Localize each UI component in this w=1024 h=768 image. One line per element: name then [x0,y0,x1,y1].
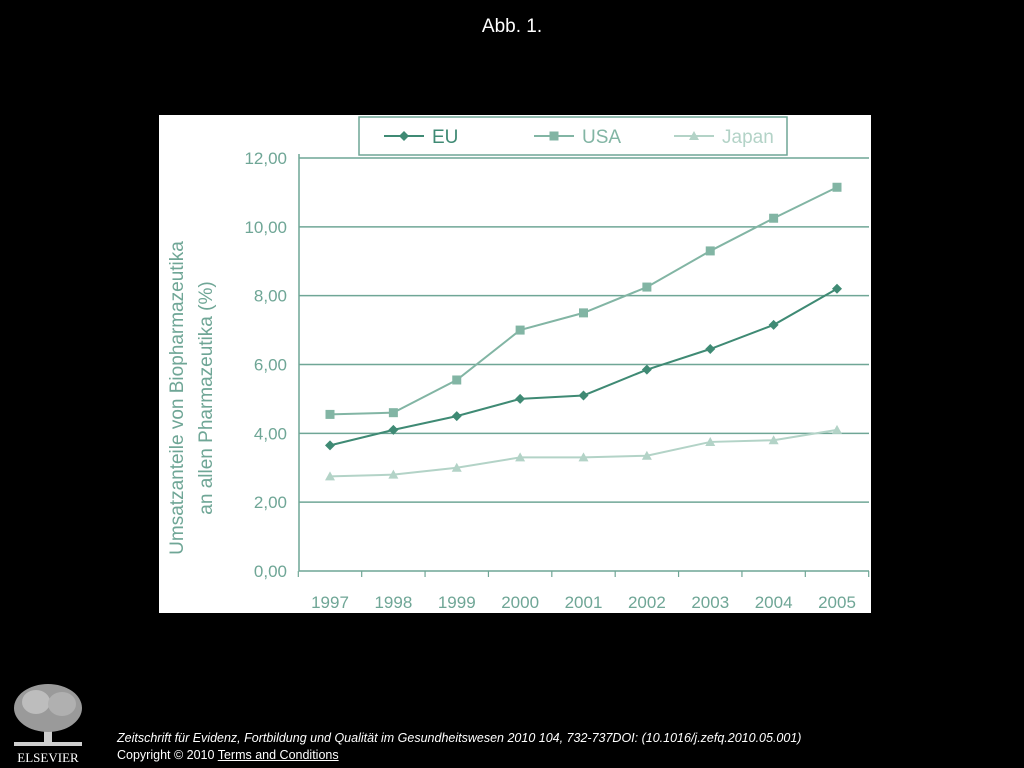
y-tick-label: 0,00 [254,562,287,581]
data-point-eu [578,390,589,401]
legend-label-eu: EU [432,127,458,148]
y-tick-label: 10,00 [244,218,287,237]
data-point-japan [515,452,526,462]
data-point-usa [705,246,715,256]
data-point-eu [768,319,779,330]
series-lines [325,182,842,481]
series-line-usa [329,186,838,416]
legend-marker-usa [549,131,559,141]
data-point-eu [451,411,462,422]
data-point-usa [579,308,588,318]
x-tick-label: 2000 [501,593,539,612]
data-point-eu [388,424,399,435]
x-tick-labels: 1997 1998 1999 2000 2001 2002 2003 2004 2005 [311,593,856,612]
x-tick-label: 2001 [565,593,603,612]
data-point-japan [641,450,652,460]
data-point-japan [768,435,779,445]
data-point-usa [388,408,398,418]
data-point-japan [705,436,716,446]
data-point-japan [832,424,842,434]
data-point-japan [451,462,462,472]
data-point-usa [832,182,842,192]
data-point-usa [325,409,335,419]
data-point-japan [388,469,399,479]
x-tick-label: 2004 [755,593,793,612]
legend-marker-eu [399,131,409,141]
y-axis-label-line-1: Umsatzanteile von Biopharmazeutika [167,241,188,555]
x-tick-label: 2003 [691,593,729,612]
data-point-eu [641,364,652,375]
legend: EU USA Japan [358,116,788,156]
terms-and-conditions-link[interactable]: Terms and Conditions [217,748,339,762]
legend-label-japan: Japan [722,127,774,148]
data-point-eu [832,283,842,294]
y-tick-labels: 0,00 2,00 4,00 6,00 8,00 10,00 12,00 [244,149,287,581]
copyright-line: Copyright © 2010 Terms and Conditions [117,748,339,762]
y-tick-label: 6,00 [254,356,287,375]
legend-label-usa: USA [582,127,621,148]
x-tick-label: 1998 [374,593,412,612]
y-tick-label: 4,00 [254,424,287,443]
slide-title: Abb. 1. [481,16,543,37]
elsevier-logo: ELSEVIER [14,684,82,765]
data-point-usa [515,325,525,335]
elsevier-logo-text: ELSEVIER [17,750,79,765]
data-point-eu [325,440,335,451]
y-axis-label-line-2: an allen Pharmazeutika (%) [196,281,217,514]
x-tick-label: 2002 [628,593,666,612]
data-point-usa [642,282,652,292]
axes [297,154,870,577]
citation: Zeitschrift für Evidenz, Fortbildung und… [117,731,802,745]
chart-panel: 0,00 2,00 4,00 6,00 8,00 10,00 12,00 1997 1998 1… [159,115,871,613]
copyright-text: Copyright © 2010 [117,748,218,762]
data-point-japan [578,452,589,462]
y-tick-label: 2,00 [254,493,287,512]
x-tick-label: 1999 [438,593,476,612]
x-tick-label: 2005 [818,593,856,612]
y-tick-label: 12,00 [244,149,287,168]
grid-lines [299,157,869,503]
y-tick-label: 8,00 [254,287,287,306]
x-tick-label: 1997 [311,593,349,612]
data-point-japan [325,471,335,481]
data-point-eu [515,393,526,404]
legend-marker-japan [689,131,699,140]
data-point-eu [705,344,716,355]
data-point-usa [769,213,779,223]
data-point-usa [452,375,462,385]
